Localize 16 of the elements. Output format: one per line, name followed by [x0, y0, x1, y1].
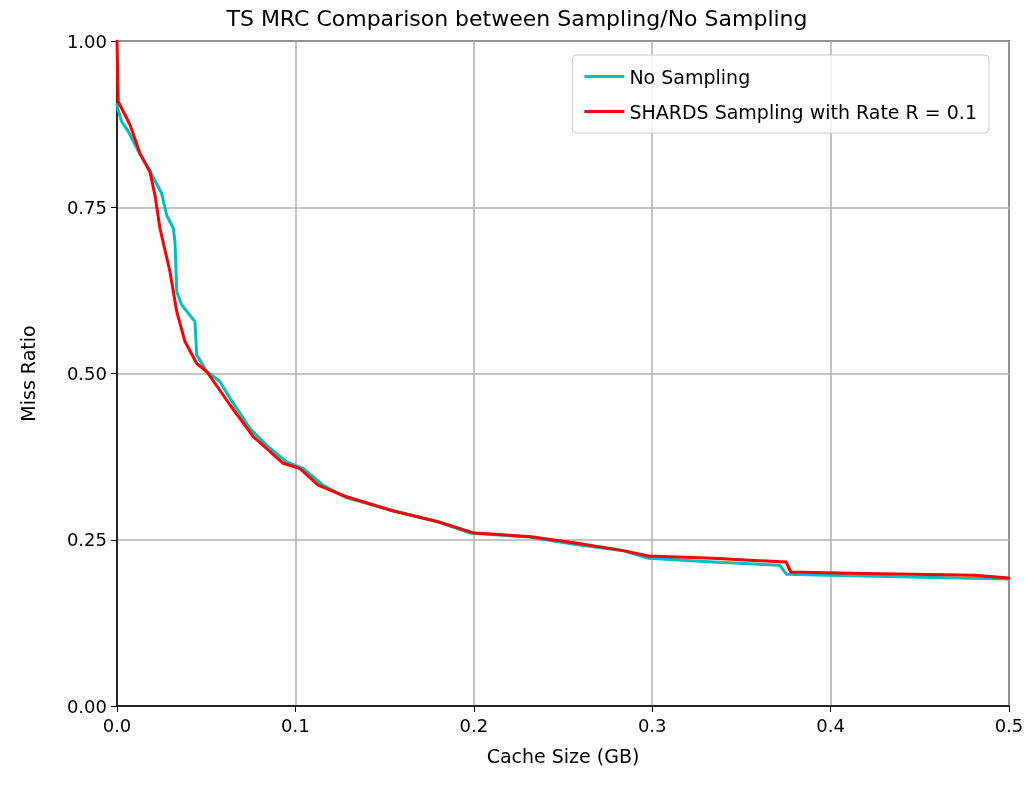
legend-label: SHARDS Sampling with Rate R = 0.1 — [629, 100, 977, 123]
y-axis-title: Miss Ratio — [16, 325, 39, 422]
y-tick-label: 0.00 — [66, 695, 107, 717]
y-tick-label: 0.25 — [66, 529, 107, 551]
x-tick-label: 0.0 — [102, 714, 132, 736]
x-tick-label: 0.4 — [816, 714, 845, 736]
legend-label: No Sampling — [629, 65, 751, 88]
chart-title: TS MRC Comparison between Sampling/No Sampling — [225, 5, 808, 31]
y-tick-label: 0.50 — [66, 363, 107, 384]
y-tick-label: 0.75 — [66, 196, 107, 218]
x-tick-label: 0.3 — [637, 714, 667, 736]
x-tick-label: 0.2 — [459, 714, 489, 736]
x-tick-label: 0.1 — [281, 714, 310, 736]
x-tick-label: 0.5 — [994, 714, 1024, 736]
x-axis-title: Cache Size (GB) — [486, 744, 640, 767]
y-tick-label: 1.00 — [66, 30, 107, 52]
